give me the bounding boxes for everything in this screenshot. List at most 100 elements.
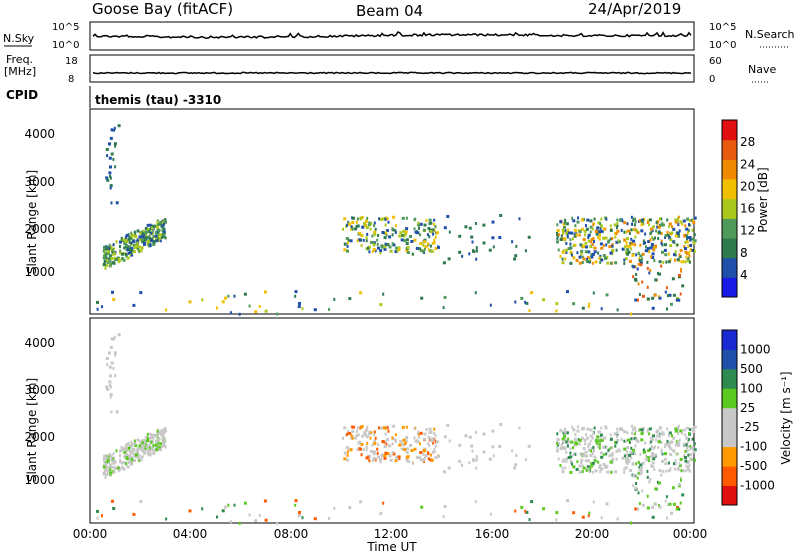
velocity-cell: [343, 451, 347, 455]
power-cell: [419, 242, 423, 245]
velocity-cell: [691, 446, 694, 450]
power-cell: [585, 224, 587, 228]
power-cell: [401, 234, 405, 237]
power-cell: [631, 222, 633, 226]
power-cell: [133, 246, 137, 249]
power-cell: [148, 234, 151, 238]
power-cell: [660, 241, 663, 245]
power-cell: [653, 259, 656, 262]
power-cell: [625, 244, 629, 248]
power-cell: [263, 290, 267, 294]
velocity-cell: [148, 446, 151, 450]
velocity-cell: [668, 445, 672, 449]
velocity-cell: [599, 463, 602, 467]
velocity-cell: [128, 454, 132, 458]
velocity-cell: [382, 501, 385, 505]
velocity-cell: [592, 500, 595, 504]
velocity-cell: [392, 424, 396, 428]
velocity-cell: [475, 458, 478, 462]
velocity-cell: [115, 410, 119, 414]
power-cell: [124, 237, 127, 241]
velocity-cell: [146, 432, 149, 436]
velocity-cell: [664, 452, 667, 456]
velocity-cell: [347, 447, 350, 451]
power-cell: [605, 293, 609, 297]
power-cell: [677, 215, 680, 219]
power-cell: [626, 248, 630, 252]
velocity-cell: [432, 441, 435, 445]
power-cell: [674, 220, 678, 224]
velocity-cell: [391, 442, 394, 446]
power-cell: [147, 241, 150, 245]
velocity-cell: [125, 462, 128, 466]
power-cell: [692, 219, 695, 223]
power-cell: [430, 249, 434, 253]
power-cell: [417, 223, 420, 227]
power-cell: [113, 126, 116, 130]
velocity-cell: [583, 438, 587, 442]
velocity-cell: [646, 475, 649, 479]
power-cell: [130, 241, 133, 245]
power-cell: [188, 300, 192, 304]
power-cell: [670, 302, 673, 306]
velocity-cell: [110, 456, 113, 460]
power-cell: [144, 237, 147, 241]
power-cell: [586, 258, 588, 262]
power-cell: [105, 263, 109, 267]
power-cell: [125, 234, 129, 237]
power-cell: [403, 232, 407, 236]
power-cell: [150, 224, 154, 228]
velocity-cell: [102, 465, 106, 469]
velocity-cell: [658, 481, 661, 485]
power-cell: [405, 249, 409, 253]
velocity-cell: [114, 353, 117, 357]
power-colorbar-swatch: [722, 159, 737, 180]
velocity-cell: [148, 439, 151, 443]
power-cell: [482, 223, 486, 227]
power-cell: [623, 238, 627, 242]
power-cell: [437, 245, 440, 249]
velocity-cell: [607, 448, 610, 452]
velocity-cell: [152, 433, 156, 437]
power-cell: [102, 263, 106, 266]
velocity-cell: [128, 444, 132, 448]
velocity-cell: [475, 455, 478, 459]
power-cell: [677, 232, 679, 235]
power-cell: [125, 244, 128, 248]
velocity-cell: [600, 467, 604, 471]
power-cell: [689, 238, 692, 242]
velocity-cell: [559, 447, 563, 450]
velocity-cell: [592, 445, 595, 449]
velocity-cell: [369, 436, 372, 440]
power-cell: [373, 233, 376, 237]
power-cell: [238, 312, 241, 316]
power-cell: [400, 238, 404, 242]
velocity-cell: [514, 509, 517, 513]
velocity-cell: [563, 435, 566, 438]
power-cell: [109, 259, 112, 262]
velocity-cell: [105, 357, 109, 360]
power-cell: [686, 236, 690, 240]
power-cell: [647, 240, 651, 243]
power-cell: [106, 249, 110, 253]
power-cell: [563, 237, 566, 241]
power-cell: [498, 236, 502, 239]
power-colorbar-tick: 8: [740, 246, 748, 260]
power-ylabel: Slant Range [km]: [25, 170, 39, 274]
power-cell: [587, 239, 591, 243]
power-cell: [423, 223, 427, 227]
power-cell: [620, 228, 623, 232]
power-cell: [405, 227, 409, 231]
velocity-cell: [659, 432, 662, 436]
velocity-cell: [556, 442, 560, 445]
power-cell: [130, 234, 134, 238]
velocity-cell: [119, 458, 122, 462]
velocity-cell: [567, 440, 571, 444]
velocity-cell: [243, 501, 247, 505]
power-cell: [646, 221, 649, 224]
power-cell: [666, 230, 669, 234]
power-cell: [689, 236, 692, 239]
velocity-cell: [426, 442, 429, 446]
velocity-cell: [573, 437, 577, 441]
